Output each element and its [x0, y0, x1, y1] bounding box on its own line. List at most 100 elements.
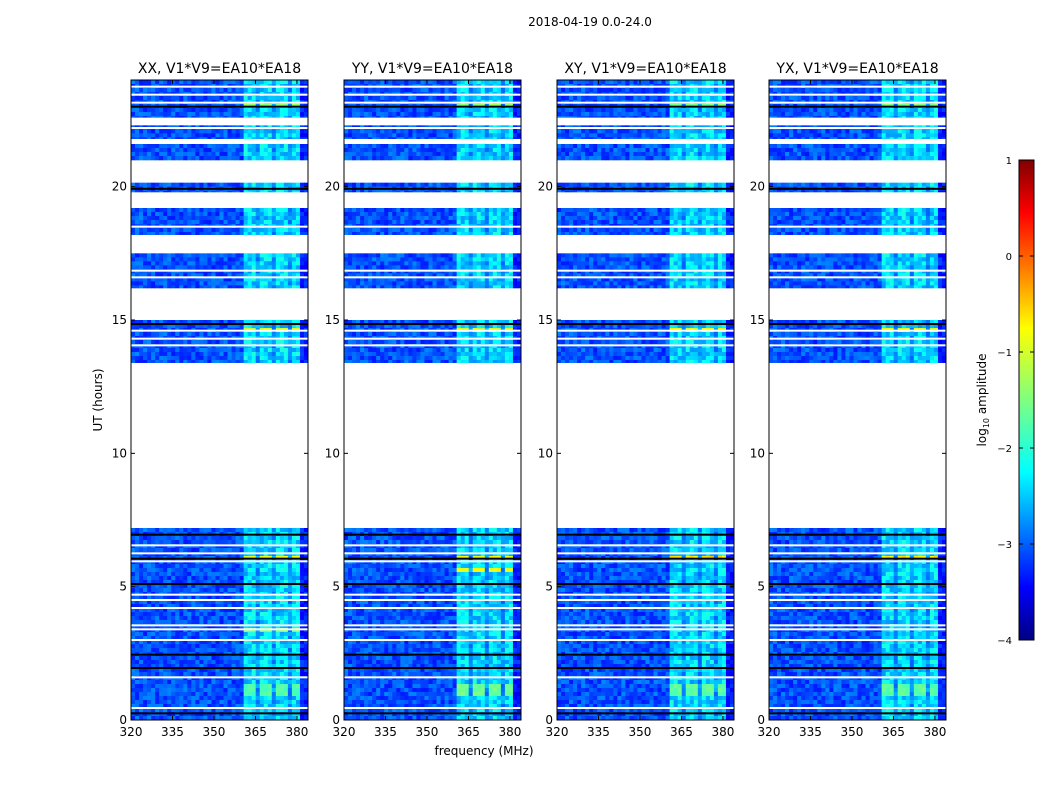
heatmap-cell	[243, 332, 249, 337]
flag-line	[131, 557, 308, 560]
heatmap-cell	[436, 540, 441, 545]
heatmap-cell	[151, 216, 156, 221]
heatmap-cell	[303, 664, 309, 669]
heatmap-cell	[215, 596, 220, 601]
heatmap-cell	[215, 88, 220, 93]
heatmap-cell	[247, 88, 253, 93]
heatmap-cell	[291, 664, 297, 669]
heatmap-cell	[267, 356, 273, 361]
heatmap-cell	[275, 182, 281, 187]
heatmap-cell	[259, 584, 265, 589]
heatmap-cell	[207, 148, 212, 153]
heatmap-cell	[251, 580, 257, 585]
heatmap-cell	[131, 148, 136, 153]
heatmap-cell	[283, 600, 289, 605]
heatmap-cell	[299, 616, 305, 621]
heatmap-cell	[131, 320, 136, 325]
heatmap-cell	[211, 348, 216, 353]
heatmap-cell	[279, 265, 285, 270]
heatmap-cell	[163, 588, 168, 593]
heatmap-cell	[155, 190, 160, 193]
heatmap-cell	[303, 216, 309, 221]
heatmap-cell	[275, 644, 281, 649]
heatmap-cell	[223, 692, 228, 697]
heatmap-cell	[251, 548, 257, 553]
heatmap-cell	[155, 716, 160, 721]
heatmap-cell	[295, 644, 301, 649]
heatmap-cell	[247, 348, 253, 353]
heatmap-cell	[291, 360, 297, 363]
heatmap-cell	[291, 273, 297, 278]
heatmap-cell	[223, 281, 228, 286]
heatmap-cell	[247, 716, 253, 721]
heatmap-cell	[247, 190, 253, 193]
heatmap-cell	[287, 96, 293, 101]
heatmap-cell	[231, 648, 236, 653]
heatmap-cell	[496, 584, 502, 589]
heatmap-cell	[219, 277, 224, 282]
heatmap-cell	[203, 568, 208, 573]
heatmap-cell	[231, 716, 236, 721]
heatmap-cell	[159, 596, 164, 601]
heatmap-cell	[279, 220, 285, 225]
heatmap-cell	[227, 536, 232, 541]
heatmap-cell	[243, 352, 249, 357]
heatmap-cell	[139, 133, 144, 138]
heatmap-cell	[159, 564, 164, 569]
heatmap-cell	[303, 220, 309, 225]
heatmap-cell	[271, 88, 277, 93]
heatmap-cell	[163, 348, 168, 353]
heatmap-cell	[508, 572, 514, 577]
heatmap-cell	[243, 604, 249, 609]
heatmap-cell	[247, 320, 253, 325]
heatmap-cell	[131, 576, 136, 581]
heatmap-cell	[207, 190, 212, 193]
heatmap-cell	[211, 261, 216, 266]
heatmap-cell	[251, 129, 257, 134]
heatmap-cell	[424, 588, 429, 593]
heatmap-cell	[512, 576, 518, 581]
heatmap-cell	[159, 664, 164, 669]
heatmap-cell	[191, 80, 196, 85]
heatmap-cell	[247, 540, 253, 545]
heatmap-cell	[135, 277, 140, 282]
heatmap-cell	[279, 320, 285, 325]
heatmap-cell	[199, 340, 204, 345]
heatmap-cell	[275, 216, 281, 221]
heatmap-cell	[151, 704, 156, 709]
heatmap-cell	[303, 656, 309, 661]
heatmap-cell	[175, 708, 180, 713]
heatmap-cell	[295, 148, 301, 153]
heatmap-cell	[243, 324, 249, 329]
heatmap-cell	[151, 620, 156, 625]
heatmap-cell	[267, 536, 273, 541]
heatmap-cell	[175, 116, 180, 118]
heatmap-cell	[279, 112, 285, 117]
heatmap-cell	[139, 632, 144, 637]
heatmap-cell	[247, 688, 253, 693]
heatmap-cell	[287, 182, 293, 187]
heatmap-cell	[271, 281, 277, 286]
heatmap-cell	[131, 648, 136, 653]
heatmap-cell	[275, 608, 281, 613]
heatmap-cell	[283, 656, 289, 661]
heatmap-cell	[287, 253, 293, 258]
heatmap-cell	[283, 257, 289, 262]
heatmap-cell	[195, 112, 200, 117]
heatmap-cell	[187, 116, 192, 118]
heatmap-cell	[219, 708, 224, 713]
heatmap-cell	[183, 536, 188, 541]
heatmap-cell	[259, 548, 265, 553]
heatmap-cell	[175, 656, 180, 661]
heatmap-cell	[275, 584, 281, 589]
heatmap-cell	[279, 572, 285, 577]
heatmap-cell	[171, 548, 176, 553]
heatmap-cell	[267, 640, 273, 645]
heatmap-cell	[191, 616, 196, 621]
heatmap-cell	[464, 536, 470, 541]
heatmap-cell	[283, 548, 289, 553]
heatmap-cell	[287, 584, 293, 589]
heatmap-cell	[135, 612, 140, 617]
heatmap-cell	[275, 684, 281, 689]
heatmap-cell	[187, 253, 192, 258]
